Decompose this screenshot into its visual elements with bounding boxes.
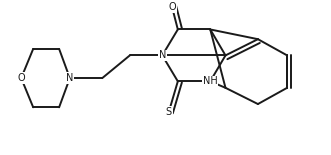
Text: N: N — [66, 73, 73, 83]
Text: N: N — [159, 50, 166, 60]
Text: S: S — [166, 107, 172, 117]
Text: NH: NH — [203, 76, 217, 86]
Text: O: O — [168, 2, 176, 12]
Text: O: O — [17, 73, 25, 83]
